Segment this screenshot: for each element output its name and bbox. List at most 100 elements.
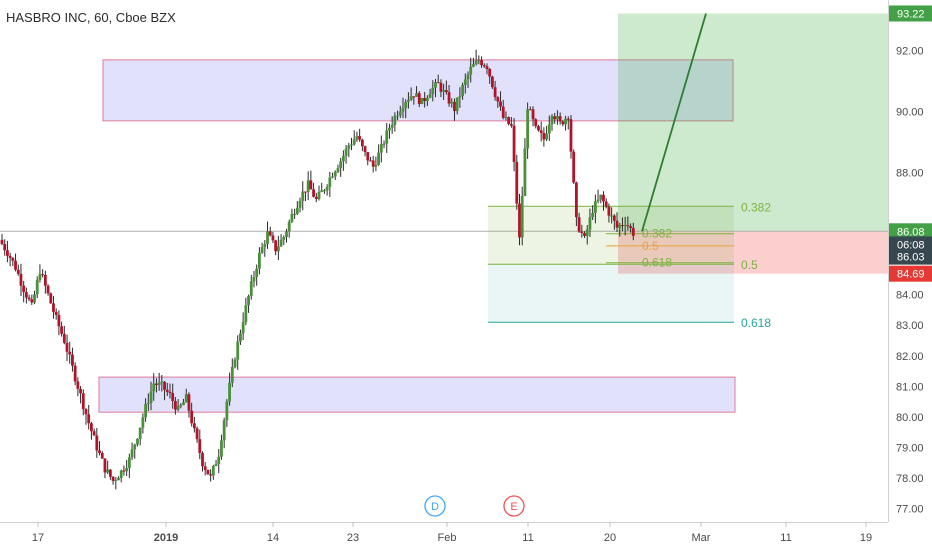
candle <box>539 130 543 133</box>
candle <box>602 194 605 202</box>
candle <box>108 469 112 477</box>
candle <box>19 273 23 286</box>
candle <box>14 260 17 270</box>
projection-line[interactable] <box>641 13 707 232</box>
candle <box>407 99 410 102</box>
candle <box>247 295 250 306</box>
candle <box>626 225 630 227</box>
candle <box>390 124 394 128</box>
fib-small-label: 0.618 <box>642 256 672 270</box>
candle <box>236 341 240 360</box>
candle <box>114 480 118 482</box>
earnings-event-marker[interactable] <box>503 495 525 517</box>
candle <box>572 151 576 183</box>
candle <box>171 393 175 402</box>
price-tag-target-label: 93.22 <box>897 8 925 20</box>
candle <box>57 314 61 327</box>
candle <box>444 90 448 93</box>
candle <box>388 127 391 131</box>
time-tick-label: Feb <box>438 532 457 544</box>
candle <box>404 101 408 109</box>
candle <box>225 401 229 421</box>
candle <box>290 213 294 222</box>
candle <box>182 402 185 405</box>
candle <box>453 101 456 111</box>
dividend-event-label: D <box>431 501 439 513</box>
candle <box>585 229 589 236</box>
candle <box>547 124 551 134</box>
candle <box>230 366 234 383</box>
candle <box>604 201 608 207</box>
candle <box>328 177 332 187</box>
fib-small-label: 0.5 <box>642 239 659 253</box>
candle <box>260 246 264 253</box>
demand-zone[interactable] <box>98 376 736 413</box>
candle <box>583 233 586 236</box>
candle <box>298 200 302 208</box>
candle <box>566 118 570 120</box>
candle <box>591 213 595 218</box>
target-zone[interactable] <box>618 13 888 232</box>
time-tick-label: 2019 <box>154 532 178 544</box>
candle <box>71 354 74 366</box>
candle <box>398 111 402 116</box>
fib-small-label: 0.382 <box>642 227 672 241</box>
dividend-event-marker[interactable] <box>424 495 446 517</box>
price-tag-stop-label: 84.69 <box>897 269 925 281</box>
candle <box>458 96 462 98</box>
stop-zone[interactable] <box>618 231 888 274</box>
candle <box>306 180 310 193</box>
candle <box>73 365 77 382</box>
supply-zone[interactable] <box>102 59 734 122</box>
candle <box>198 439 202 454</box>
candle <box>496 97 500 102</box>
candle <box>518 203 521 238</box>
candle <box>528 109 532 111</box>
candle <box>157 382 161 385</box>
time-axis[interactable]: 17 2019 14 23 Feb 11 20 Mar 11 19 <box>32 522 872 544</box>
candle <box>35 280 39 295</box>
price-tick-label: 92.00 <box>896 46 924 58</box>
candle <box>60 326 64 334</box>
candle <box>8 255 12 258</box>
candle <box>309 180 313 190</box>
candle <box>111 476 115 481</box>
time-tick-label: 19 <box>860 532 872 544</box>
candle <box>16 269 20 274</box>
price-tag-last-label: 86.03 <box>897 252 925 264</box>
candle <box>469 66 473 75</box>
price-tag-entry <box>889 223 932 240</box>
candle <box>331 176 334 178</box>
candle <box>369 160 372 162</box>
price-tick-label: 83.00 <box>896 320 924 332</box>
candle <box>49 293 53 304</box>
candle <box>276 246 280 252</box>
candle <box>165 389 169 392</box>
candle <box>87 414 91 424</box>
candle <box>239 333 242 342</box>
candle <box>504 117 508 119</box>
fib-zone-upper <box>488 206 734 265</box>
candle <box>257 252 261 269</box>
candle <box>561 121 565 125</box>
candle <box>542 132 546 140</box>
candle <box>396 115 399 117</box>
candle <box>442 90 446 92</box>
candle <box>222 420 226 441</box>
candle <box>417 93 421 104</box>
candle <box>317 192 321 199</box>
candle <box>176 406 180 410</box>
candle <box>577 217 581 232</box>
candle <box>393 115 397 125</box>
candle <box>623 225 627 227</box>
candle <box>184 394 188 403</box>
candle <box>174 401 177 410</box>
candle <box>163 381 166 390</box>
price-axis[interactable]: 92.00 90.00 88.00 84.00 83.00 82.00 81.00 80.00… <box>896 46 924 516</box>
candle <box>136 438 139 445</box>
